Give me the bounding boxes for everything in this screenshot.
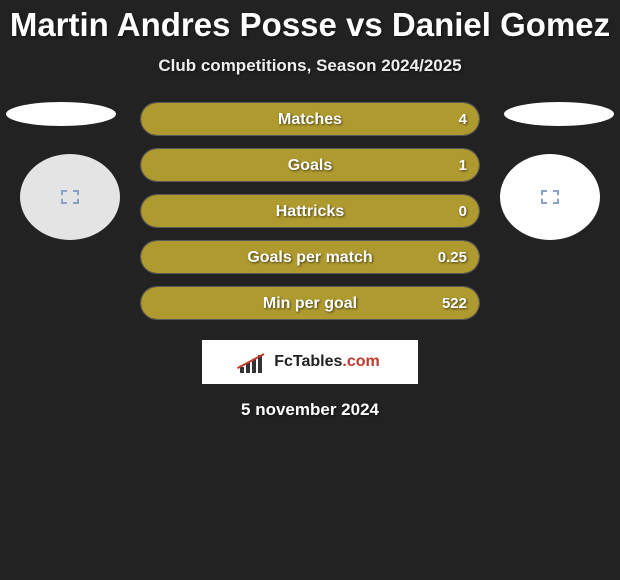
right-player-oval [504,102,614,126]
stat-label: Goals per match [141,241,479,274]
fctables-logo[interactable]: FcTables.com [202,340,418,384]
stat-value: 4 [459,103,467,136]
stat-value: 522 [442,287,467,320]
stat-label: Goals [141,149,479,182]
image-placeholder-icon [541,190,559,204]
stat-value: 0.25 [438,241,467,274]
subtitle: Club competitions, Season 2024/2025 [0,56,620,76]
date-label: 5 november 2024 [0,400,620,420]
stat-label: Hattricks [141,195,479,228]
stat-row: Min per goal522 [140,286,480,320]
stats-list: Matches4Goals1Hattricks0Goals per match0… [140,102,480,320]
left-player-oval [6,102,116,126]
stat-label: Matches [141,103,479,136]
stat-row: Goals per match0.25 [140,240,480,274]
stat-value: 0 [459,195,467,228]
stat-value: 1 [459,149,467,182]
page-title: Martin Andres Posse vs Daniel Gomez [0,0,620,44]
left-player-avatar [20,154,120,240]
logo-chart-icon [240,351,268,373]
stat-row: Hattricks0 [140,194,480,228]
logo-text: FcTables.com [274,353,380,371]
comparison-area: Matches4Goals1Hattricks0Goals per match0… [0,102,620,420]
image-placeholder-icon [61,190,79,204]
stat-row: Matches4 [140,102,480,136]
stat-row: Goals1 [140,148,480,182]
right-player-avatar [500,154,600,240]
stat-label: Min per goal [141,287,479,320]
